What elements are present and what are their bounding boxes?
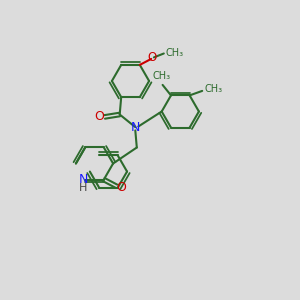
Text: O: O [95,110,104,123]
Text: CH₃: CH₃ [205,84,223,94]
Text: CH₃: CH₃ [152,71,170,81]
Text: N: N [79,173,88,186]
Text: O: O [147,52,156,64]
Text: N: N [130,121,140,134]
Text: H: H [79,183,88,193]
Text: CH₃: CH₃ [165,48,183,58]
Text: O: O [116,181,126,194]
